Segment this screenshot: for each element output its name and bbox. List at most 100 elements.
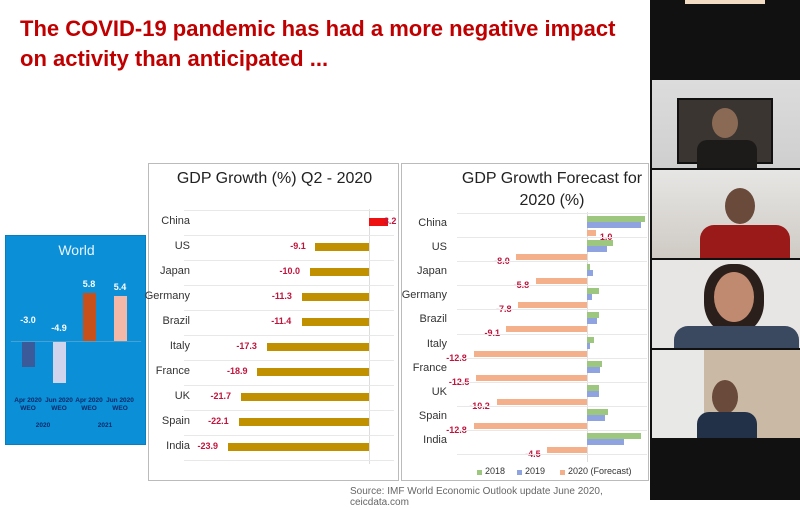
forecast-bar-2019 [587,270,594,277]
category-label: France [155,365,190,377]
legend-swatch-2018 [477,470,482,475]
forecast-bar-2018 [587,408,609,415]
video-tile-participant-3[interactable] [652,260,800,348]
video-tile-participant-2[interactable] [652,170,800,258]
world-bar [114,296,127,341]
forecast-bar-2020 [517,302,587,309]
grid-line [457,405,647,407]
category-label: Japan [160,265,190,277]
legend-label: 2019 [525,466,546,476]
world-bar [22,342,35,367]
forecast-bar-2018 [587,288,600,295]
world-x-label: Apr 2020 WEO [75,397,103,412]
data-label: -4.5 [525,448,541,459]
grid-line [184,210,394,211]
grid-line [457,429,647,431]
category-label: Italy [169,340,190,352]
forecast-bar-2018 [587,432,641,439]
forecast-bar-2020 [473,422,587,429]
source-note: Source: IMF World Economic Outlook updat… [350,486,603,508]
forecast-chart: GDP Growth Forecast for 2020 (%) China 1.… [401,163,649,481]
data-label: -17.3 [236,341,257,351]
world-x-label: Apr 2020 WEO [14,397,42,412]
category-label: Brazil [162,315,190,327]
world-chart-title: World [58,242,95,258]
forecast-bar-2018 [587,216,646,222]
grid-line [184,235,394,236]
category-label: Spain [161,415,190,427]
category-label: Italy [426,337,447,350]
world-data-label: 5.4 [113,282,127,293]
world-data-label: 5.8 [82,278,96,289]
data-label: -22.1 [208,416,229,426]
grid-line [457,381,647,383]
participant-face [712,108,738,138]
forecast-bar-2020 [496,398,587,405]
legend-label: 2020 (Forecast) [568,466,632,476]
category-label: UK [431,385,447,398]
world-chart: World -3.0 Apr 2020 WEO -4.9 Jun 2020 WEO 5.… [5,235,146,445]
data-label: -21.7 [210,391,231,401]
forecast-bar-2019 [587,318,597,325]
world-bar [53,342,66,383]
q2-chart-title: GDP Growth (%) Q2 - 2020 [176,170,373,187]
grid-line [457,237,647,239]
q2-bar [310,268,369,276]
participant-body [697,412,757,438]
category-label: UK [174,390,190,402]
data-label: -10.0 [279,266,301,276]
grid-line [184,285,394,286]
category-label: US [431,241,447,254]
grid-line [184,310,394,311]
presentation-slide: The COVID-19 pandemic has had a more neg… [5,16,649,508]
grid-line [184,460,394,461]
forecast-bar-2018 [587,336,595,343]
forecast-bar-2018 [587,312,599,319]
forecast-bar-2019 [587,390,600,397]
data-label: -8.0 [494,256,510,267]
world-bar [83,292,96,341]
legend-swatch-2020 [560,470,565,475]
grid-line [457,309,647,311]
grid-line [184,335,394,336]
grid-line [184,410,394,411]
forecast-bar-2019 [587,414,605,421]
data-label: -5.8 [513,280,530,291]
forecast-bar-2019 [587,342,590,349]
category-label: Germany [401,289,447,302]
data-label: -18.9 [226,366,248,376]
zero-axis [11,341,141,342]
video-tile-participant-1[interactable] [652,80,800,168]
world-data-label: -4.9 [51,323,67,333]
forecast-chart-title: GDP Growth Forecast for 2020 (%) [461,170,643,209]
data-label: -7.8 [495,304,512,315]
forecast-bar-2018 [587,240,613,247]
world-x-label: Jun 2020 WEO [106,397,134,412]
grid-line [184,435,394,436]
grid-line [184,385,394,386]
category-label: Spain [418,409,447,422]
q2-bar [238,418,369,426]
q2-bar [240,393,369,401]
zero-axis [369,209,370,464]
category-label: India [166,440,190,452]
participant-face [725,188,755,224]
grid-line [457,261,647,263]
forecast-bar-2019 [587,294,593,301]
q2-bar [302,293,369,301]
world-x-label: Jun 2020 WEO [45,397,73,412]
forecast-bar-2018 [587,384,599,391]
participant-body [700,225,790,258]
video-tile-participant-4[interactable] [652,350,800,438]
grid-line [457,357,647,359]
data-label: -23.9 [197,441,218,451]
data-label: -9.1 [290,241,306,251]
forecast-bar-2020 [473,350,587,357]
legend-label: 2018 [485,466,506,476]
category-label: US [174,240,190,252]
world-data-label: -3.0 [20,315,36,325]
participant-face [712,380,738,414]
data-label: -11.4 [271,316,292,326]
forecast-bar-2020 [587,230,596,236]
category-label: China [418,217,447,229]
